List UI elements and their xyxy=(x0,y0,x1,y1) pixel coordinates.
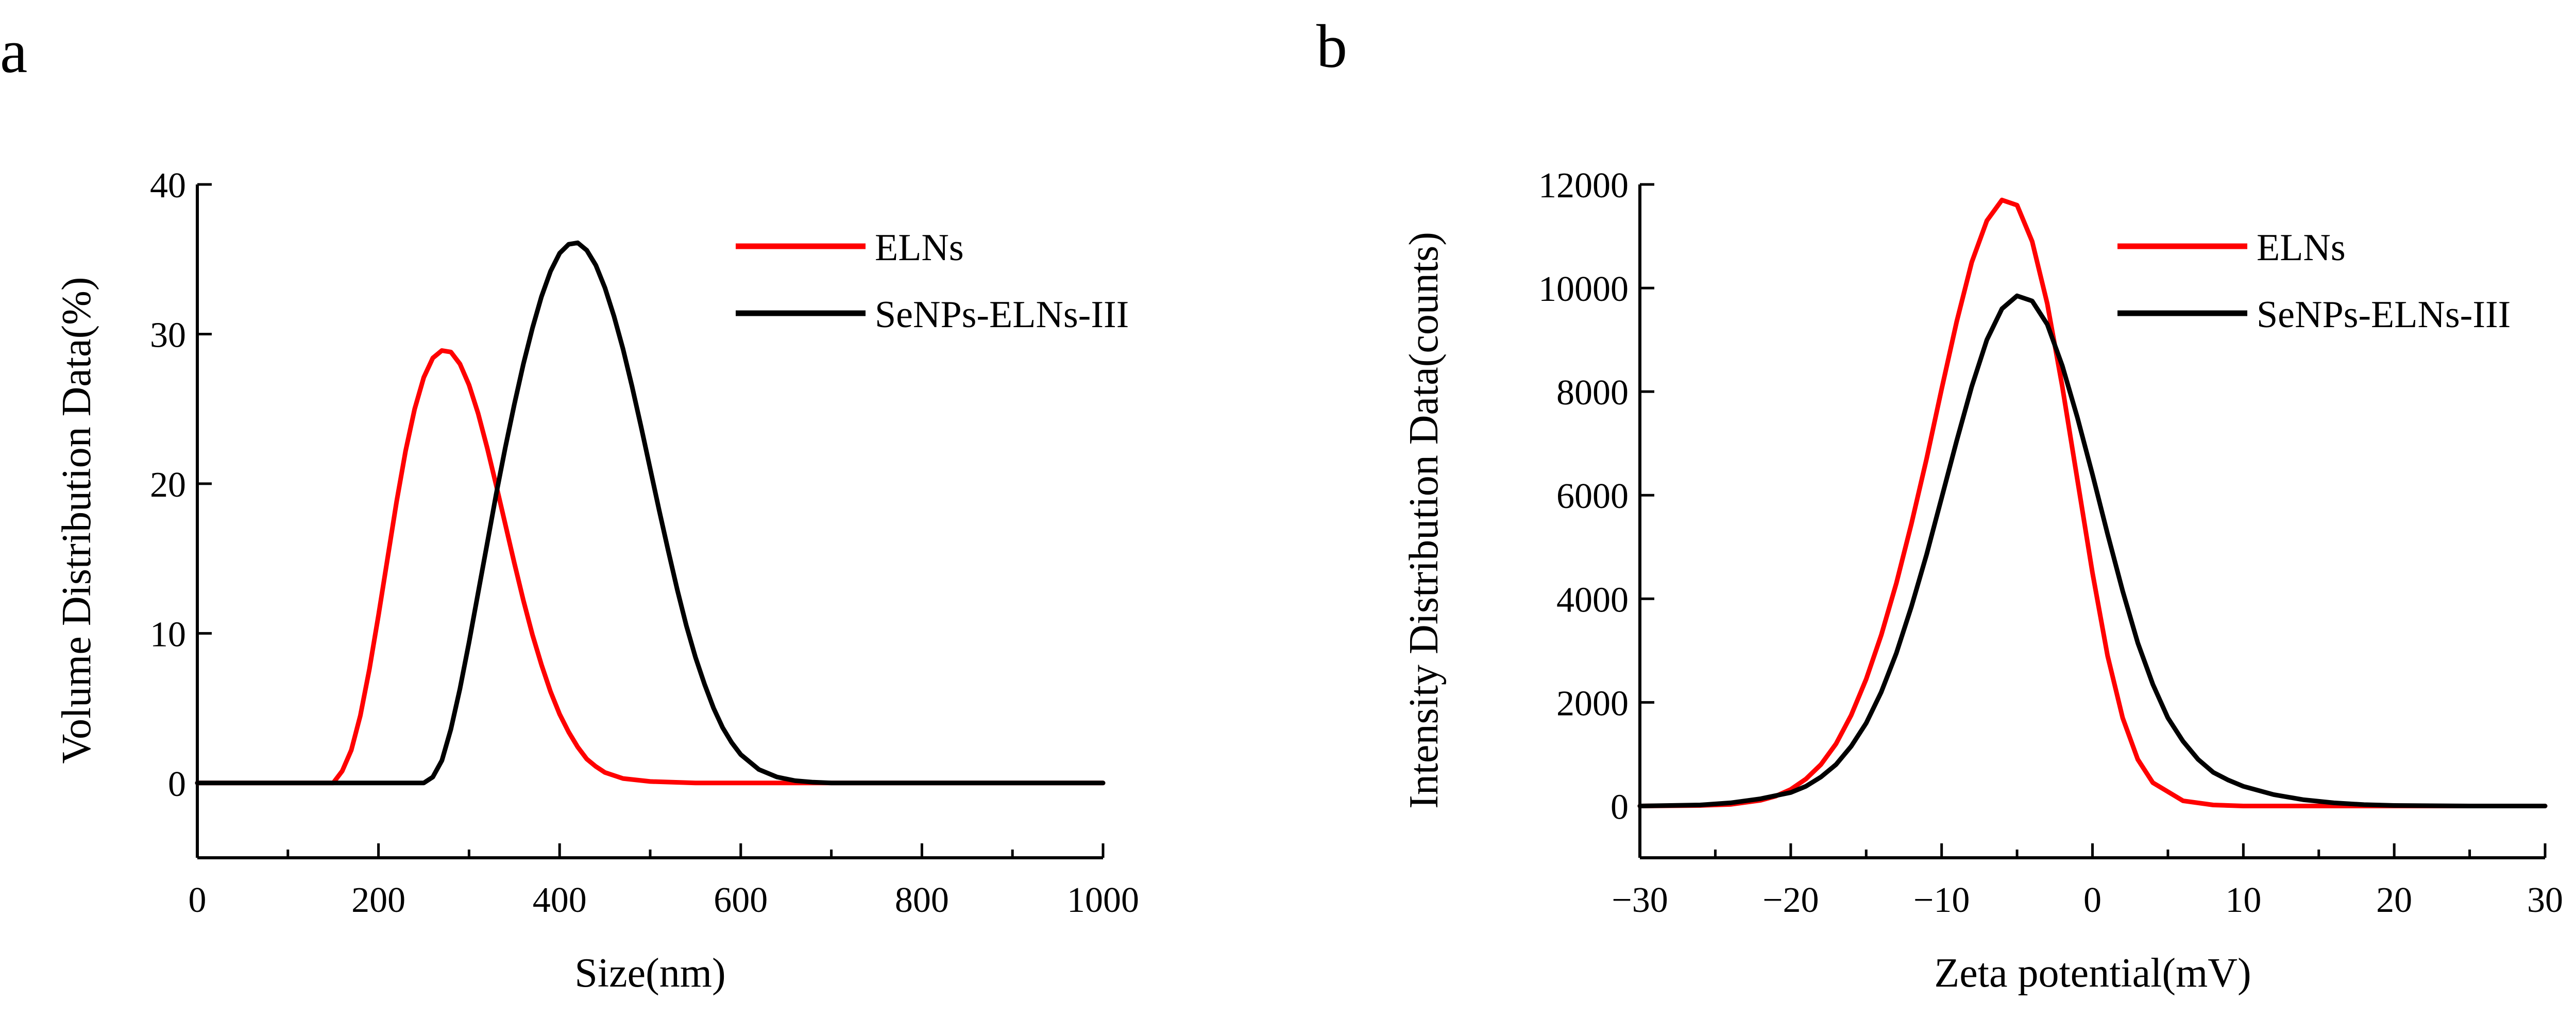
panel-a-x-axis-title: Size(nm) xyxy=(574,951,725,996)
x-tick-label: 30 xyxy=(2527,880,2563,920)
y-tick-label: 8000 xyxy=(1556,373,1629,413)
y-tick-label: 0 xyxy=(1611,787,1629,827)
y-tick-label: 12000 xyxy=(1538,166,1629,206)
legend-label-senps-elns-iii: SeNPs-ELNs-III xyxy=(875,294,1129,336)
panel-b: b −30 −20 −10 0 10 20 30 0 2000 4000 6000 8000 1000… xyxy=(1316,12,2563,996)
panel-b-x-axis-title: Zeta potential(mV) xyxy=(1934,951,2251,996)
x-tick-label: 1000 xyxy=(1067,880,1139,920)
y-tick-label: 2000 xyxy=(1556,684,1629,723)
y-tick-label: 10 xyxy=(150,615,186,654)
panel-a-legend: ELNs SeNPs-ELNs-III xyxy=(736,227,1129,336)
x-tick-label: 0 xyxy=(189,880,207,920)
x-tick-label: 600 xyxy=(714,880,768,920)
x-tick-label: 20 xyxy=(2376,880,2412,920)
x-tick-label: −10 xyxy=(1913,880,1970,920)
legend-label-senps-elns-iii: SeNPs-ELNs-III xyxy=(2257,294,2511,336)
y-tick-label: 4000 xyxy=(1556,580,1629,620)
series-line-senps-elns-iii xyxy=(1637,293,2548,808)
panel-b-legend: ELNs SeNPs-ELNs-III xyxy=(2117,227,2511,336)
legend-label-elns: ELNs xyxy=(2257,227,2346,269)
y-tick-label: 6000 xyxy=(1556,477,1629,516)
series-line-elns xyxy=(195,348,1106,786)
x-tick-label: 10 xyxy=(2225,880,2261,920)
panel-b-axes xyxy=(1638,184,2545,859)
y-tick-label: 10000 xyxy=(1538,269,1629,309)
x-tick-label: −20 xyxy=(1762,880,1819,920)
panel-a: a 0 200 400 600 800 1000 0 10 20 30 40 Size(nm) V… xyxy=(0,17,1139,996)
x-tick-label: 800 xyxy=(895,880,949,920)
series-line-elns xyxy=(1637,197,2548,808)
panel-b-x-ticks: −30 −20 −10 0 10 20 30 xyxy=(1612,843,2563,920)
panel-b-label: b xyxy=(1316,12,1347,80)
panel-a-x-ticks: 0 200 400 600 800 1000 xyxy=(189,843,1139,920)
y-tick-label: 40 xyxy=(150,166,186,206)
x-tick-label: 400 xyxy=(533,880,587,920)
panel-b-series xyxy=(1637,197,2548,808)
x-tick-label: 200 xyxy=(351,880,405,920)
y-tick-label: 30 xyxy=(150,315,186,355)
panel-a-series xyxy=(195,240,1106,786)
y-tick-label: 20 xyxy=(150,465,186,505)
panel-a-label: a xyxy=(0,17,27,86)
panel-b-y-ticks: 0 2000 4000 6000 8000 10000 12000 xyxy=(1538,166,1654,827)
panel-b-y-axis-title: Intensity Distribution Data(counts) xyxy=(1401,232,1447,809)
x-tick-label: 0 xyxy=(2083,880,2102,920)
panel-a-axes xyxy=(196,184,1103,859)
x-tick-label: −30 xyxy=(1612,880,1668,920)
legend-label-elns: ELNs xyxy=(875,227,964,269)
panel-a-y-ticks: 0 10 20 30 40 xyxy=(150,166,212,804)
series-line-senps-elns-iii xyxy=(195,240,1106,786)
y-tick-label: 0 xyxy=(168,765,186,804)
panel-a-y-axis-title: Volume Distribution Data(%) xyxy=(54,277,99,764)
